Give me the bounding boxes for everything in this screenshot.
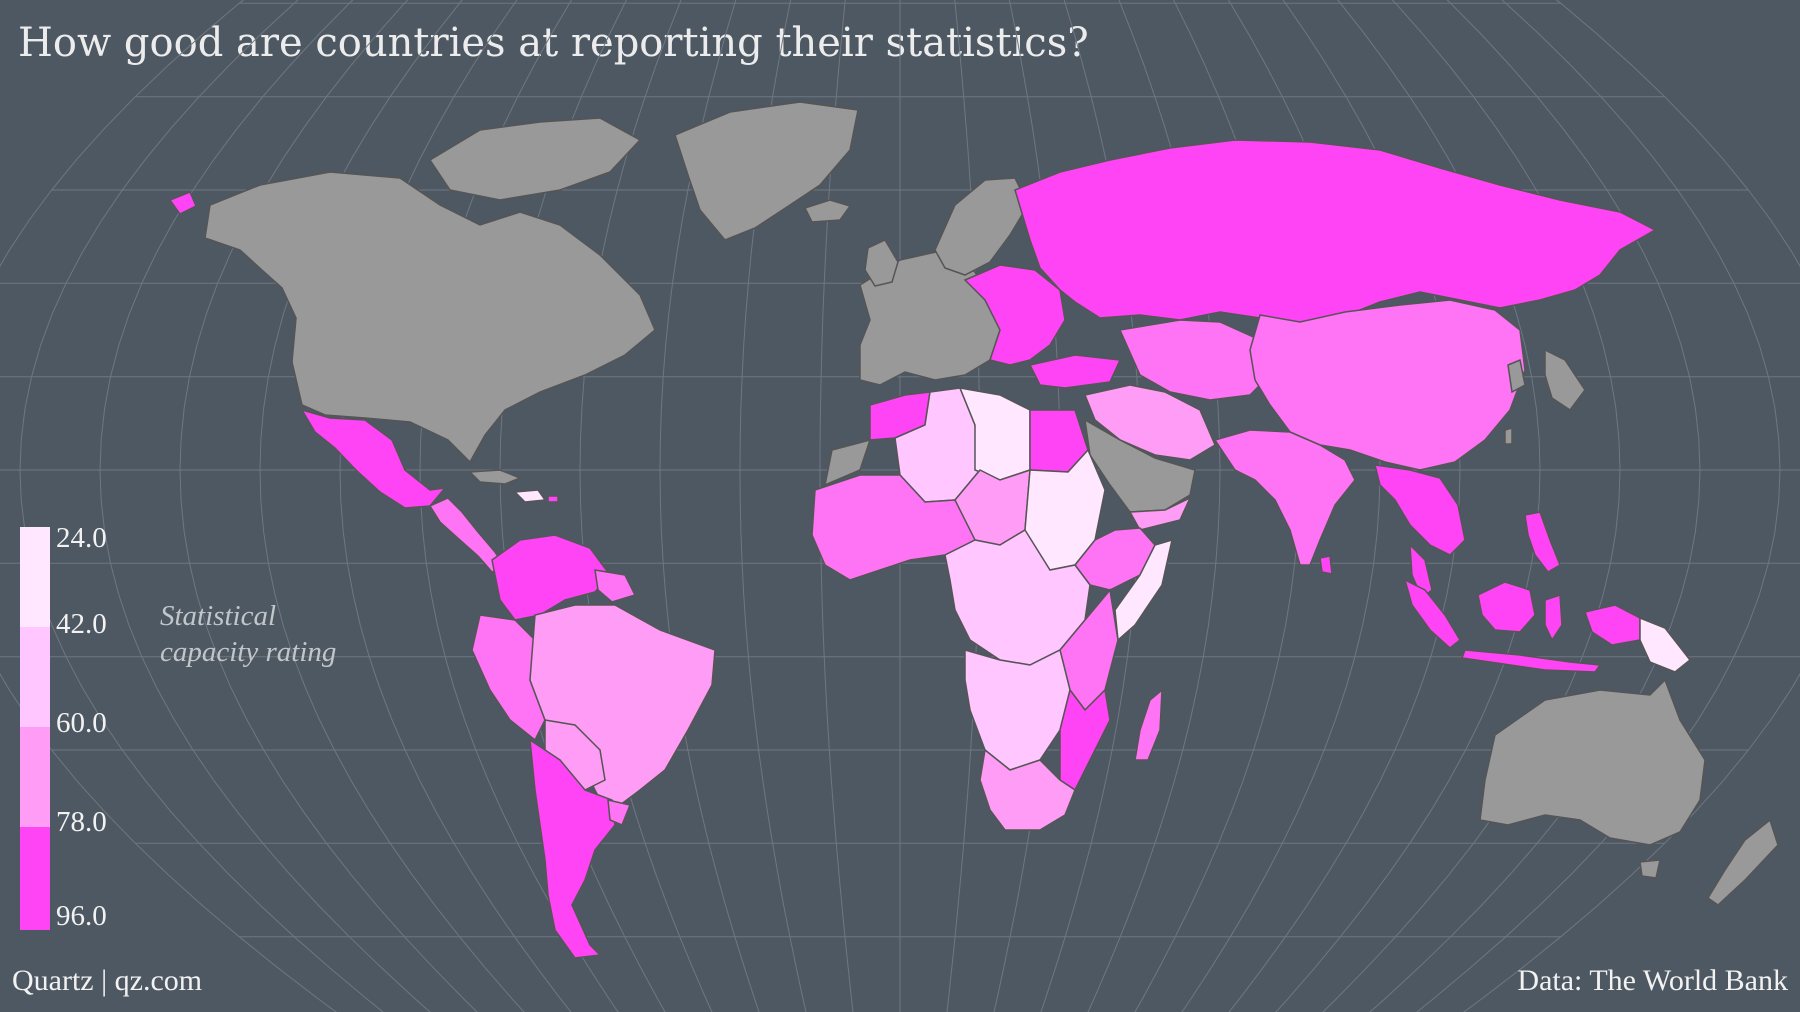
legend-label-2: 42.0: [56, 608, 107, 640]
region-china[interactable]: [1249, 299, 1526, 471]
legend-label-3: 60.0: [56, 707, 107, 739]
region-western-sahara[interactable]: [823, 438, 872, 487]
region-tasmania[interactable]: [1639, 859, 1661, 879]
region-greenland[interactable]: [674, 101, 859, 241]
region-sulawesi[interactable]: [1544, 593, 1563, 642]
region-mexico[interactable]: [300, 408, 447, 509]
region-arctic-archipelago[interactable]: [428, 117, 642, 201]
region-uk[interactable]: [864, 239, 899, 287]
legend-swatch-3: [20, 727, 50, 827]
region-arabian-peninsula[interactable]: [1084, 418, 1196, 513]
region-west-papua[interactable]: [1584, 604, 1641, 646]
region-new-zealand[interactable]: [1706, 818, 1779, 906]
region-japan[interactable]: [1544, 348, 1586, 412]
region-ecuador-peru[interactable]: [471, 614, 546, 742]
region-guianas[interactable]: [594, 569, 637, 603]
region-somalia[interactable]: [1114, 538, 1174, 642]
legend-color-scale: [20, 527, 50, 930]
legend-title-line1: Statistical: [160, 600, 276, 632]
region-russia[interactable]: [1014, 139, 1657, 323]
region-iran-iraq[interactable]: [1083, 384, 1216, 461]
region-papua-new-guinea[interactable]: [1639, 616, 1692, 673]
region-australia[interactable]: [1479, 678, 1706, 846]
legend-label-1: 24.0: [56, 522, 107, 554]
legend-label-4: 78.0: [56, 806, 107, 838]
region-sri-lanka[interactable]: [1319, 555, 1333, 575]
region-alaska-islands[interactable]: [168, 191, 197, 215]
page-title: How good are countries at reporting thei…: [18, 20, 1089, 66]
region-philippines[interactable]: [1524, 511, 1561, 573]
region-scandinavia[interactable]: [934, 177, 1029, 276]
region-eastern-europe[interactable]: [963, 264, 1066, 366]
region-india[interactable]: [1213, 429, 1356, 566]
region-hispaniola[interactable]: [513, 489, 547, 503]
region-southeast-asia[interactable]: [1374, 464, 1466, 556]
map-countries: [168, 101, 1779, 959]
legend-label-5: 96.0: [56, 900, 107, 932]
legend-swatch-2: [20, 627, 50, 727]
region-angola-zambia[interactable]: [964, 648, 1071, 771]
region-caribbean[interactable]: [468, 469, 523, 485]
region-korea[interactable]: [1507, 358, 1526, 394]
region-madagascar[interactable]: [1134, 688, 1163, 761]
region-puerto-rico[interactable]: [547, 495, 559, 503]
region-north-america[interactable]: [204, 171, 656, 464]
region-turkey[interactable]: [1028, 354, 1122, 389]
region-sumatra[interactable]: [1403, 578, 1461, 649]
legend-title-line2: capacity rating: [160, 636, 337, 668]
graticule-meridian: [19, 0, 384, 1012]
region-colombia-venezuela[interactable]: [491, 534, 611, 621]
footer-source: Data: The World Bank: [1517, 964, 1788, 997]
region-south-africa[interactable]: [979, 748, 1076, 831]
region-java-islands[interactable]: [1460, 649, 1602, 673]
region-mozambique[interactable]: [1059, 688, 1111, 792]
region-borneo[interactable]: [1477, 581, 1536, 633]
region-uruguay[interactable]: [607, 799, 632, 826]
region-argentina-chile[interactable]: [529, 738, 616, 959]
footer-credit: Quartz | qz.com: [12, 964, 203, 997]
legend-swatch-4: [20, 827, 50, 930]
graticule-meridian: [0, 0, 337, 1012]
region-iceland[interactable]: [803, 199, 852, 223]
region-taiwan[interactable]: [1504, 427, 1513, 445]
legend-swatch-1: [20, 527, 50, 627]
legend-title: Statistical capacity rating: [160, 598, 336, 670]
region-yemen[interactable]: [1128, 496, 1192, 531]
